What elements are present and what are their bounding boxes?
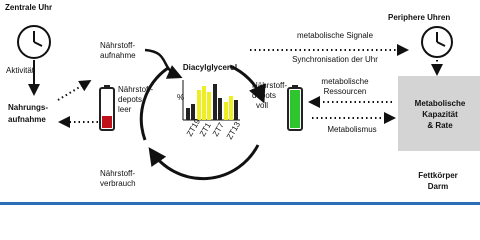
- signals-label: Synchronisation der Uhr: [292, 55, 378, 64]
- inset-unit: %: [177, 93, 184, 102]
- resources-label: metabolische Ressourcen: [321, 77, 369, 96]
- clock-right: [421, 26, 453, 58]
- food-intake: Nahrungs-aufnahme: [8, 103, 48, 124]
- signals-label: metabolische Signale: [297, 31, 374, 40]
- right-title: Periphere Uhren: [388, 13, 450, 22]
- activity-label: Aktivität: [6, 66, 35, 75]
- capacity-label: Metabolische Kapazität & Rate: [415, 99, 466, 130]
- consumption-label: Nährstoff-verbrauch: [100, 169, 136, 188]
- empty-label: Nährstoff-depots leer: [118, 85, 153, 114]
- capacity-box: [398, 76, 480, 151]
- cycle-arrow: [148, 144, 260, 181]
- arrow: [144, 48, 183, 79]
- battery-full: [287, 85, 303, 131]
- clock-left: [17, 25, 51, 59]
- cycle-arrow: [229, 64, 266, 104]
- inset-label: ZT13: [225, 120, 242, 141]
- arrow: [57, 79, 92, 101]
- inset-chart: [182, 80, 240, 121]
- inset-title: Diacylglycerol: [183, 63, 237, 72]
- intake-label: Nährstoff-aufnahme: [100, 41, 136, 60]
- bottom-rule: [0, 202, 480, 205]
- tissue-label: Fettkörper Darm: [418, 171, 458, 191]
- metabolism-label: Metabolismus: [327, 125, 376, 134]
- full-label: Nährstoff-depots voll: [252, 81, 287, 110]
- diagram: Zentrale Uhr Aktivität Nahrungs-aufnahme…: [0, 3, 480, 205]
- inset-label: ZT7: [211, 121, 226, 138]
- left-title: Zentrale Uhr: [5, 3, 52, 12]
- cycle-arrow: [139, 66, 169, 141]
- battery-empty: [99, 85, 115, 131]
